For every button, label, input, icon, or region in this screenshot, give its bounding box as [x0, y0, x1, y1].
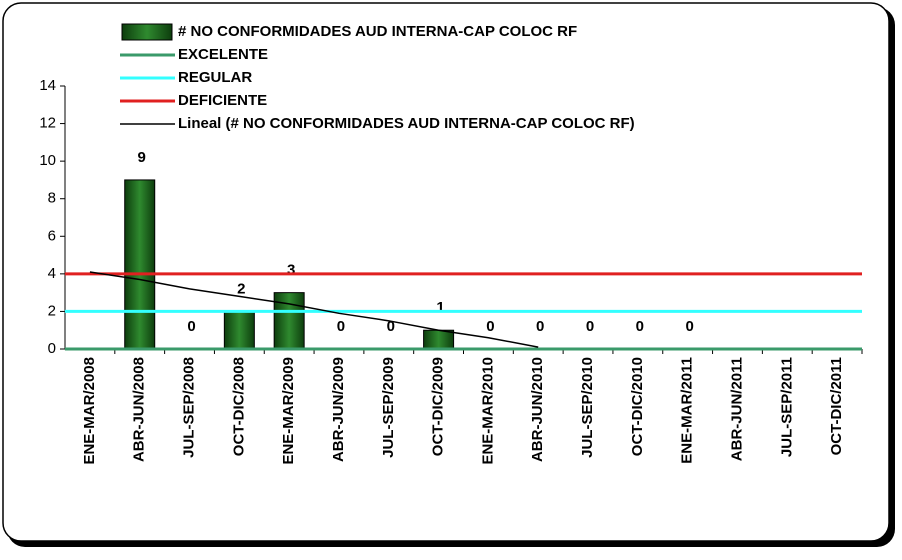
- legend-label: Lineal (# NO CONFORMIDADES AUD INTERNA-C…: [178, 115, 635, 132]
- bar: [124, 179, 156, 350]
- legend-label: EXCELENTE: [178, 46, 268, 63]
- x-tick-label: JUL-SEP/2009: [380, 357, 397, 458]
- x-tick-label: ENE-MAR/2008: [81, 357, 98, 465]
- x-tick-label: OCT-DIC/2010: [629, 357, 646, 456]
- bar: [273, 292, 305, 350]
- y-tick-label: 4: [48, 265, 56, 282]
- x-tick-label: OCT-DIC/2008: [230, 357, 247, 456]
- x-tick-label: ABR-JUN/2009: [330, 357, 347, 462]
- data-label: 0: [536, 318, 544, 335]
- legend-label: DEFICIENTE: [178, 92, 267, 109]
- legend-label: # NO CONFORMIDADES AUD INTERNA-CAP COLOC…: [178, 23, 577, 40]
- data-label: 0: [337, 318, 345, 335]
- data-label: 0: [685, 318, 693, 335]
- x-tick-label: ABR-JUN/2010: [529, 357, 546, 462]
- y-tick-label: 14: [39, 77, 56, 94]
- legend-label: REGULAR: [178, 69, 252, 86]
- data-label: 0: [636, 318, 644, 335]
- data-label: 0: [187, 318, 195, 335]
- x-tick-label: ENE-MAR/2010: [479, 357, 496, 465]
- y-tick-label: 12: [39, 115, 56, 132]
- y-tick-label: 6: [48, 227, 56, 244]
- data-label: 0: [486, 318, 494, 335]
- data-label: 2: [237, 280, 245, 297]
- x-tick-label: OCT-DIC/2009: [430, 357, 447, 456]
- y-tick-label: 0: [48, 340, 56, 357]
- frame: [2, 2, 890, 542]
- y-tick-label: 10: [39, 152, 56, 169]
- x-tick-label: JUL-SEP/2008: [181, 357, 198, 458]
- x-tick-label: ENE-MAR/2011: [679, 357, 696, 464]
- data-label: 9: [138, 149, 146, 166]
- x-tick-label: JUL-SEP/2010: [579, 357, 596, 458]
- x-tick-label: ABR-JUN/2011: [728, 357, 745, 461]
- x-tick-label: ENE-MAR/2009: [280, 357, 297, 465]
- data-label: 3: [287, 262, 295, 279]
- line: [89, 271, 539, 348]
- data-label: 0: [586, 318, 594, 335]
- data-label: 1: [436, 299, 444, 316]
- legend-swatch: [121, 23, 173, 41]
- data-label: 0: [387, 318, 395, 335]
- bar: [423, 329, 455, 350]
- bar: [223, 310, 255, 350]
- x-tick-label: JUL-SEP/2011: [778, 357, 795, 457]
- x-tick-label: ABR-JUN/2008: [131, 357, 148, 462]
- y-tick-label: 2: [48, 302, 56, 319]
- y-tick-label: 8: [48, 190, 56, 207]
- x-tick-label: OCT-DIC/2011: [828, 357, 845, 455]
